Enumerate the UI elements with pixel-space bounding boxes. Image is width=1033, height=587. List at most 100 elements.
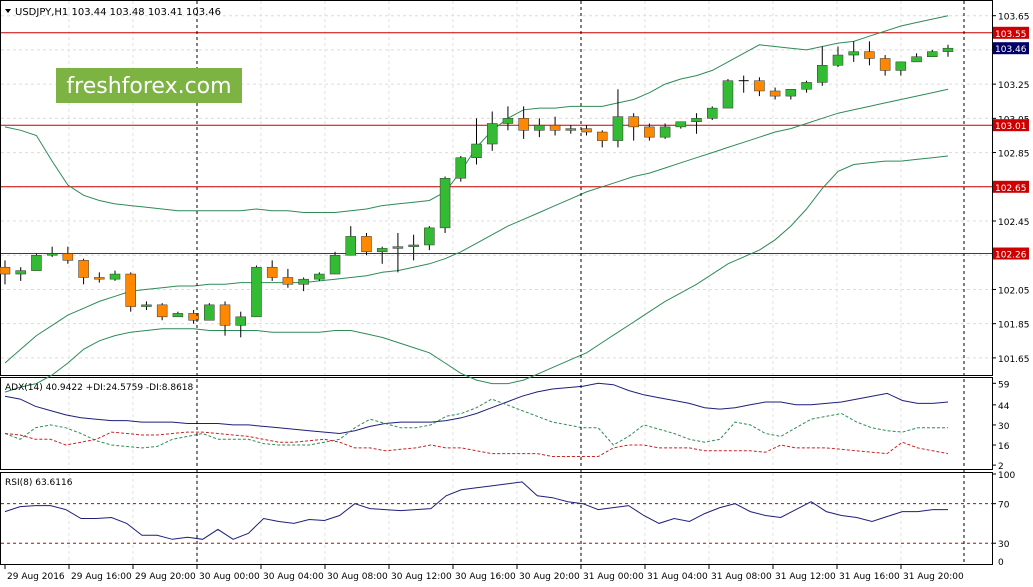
time-tick-label: 30 Aug 20:00 bbox=[519, 572, 580, 582]
adx-tick-label: 44 bbox=[998, 402, 1010, 412]
price-tick-label: 103.65 bbox=[998, 13, 1030, 23]
dropdown-triangle-icon[interactable] bbox=[5, 9, 11, 13]
candle-body bbox=[282, 277, 294, 285]
price-panel[interactable] bbox=[0, 0, 993, 376]
adx-lines bbox=[4, 382, 949, 457]
candle-body bbox=[156, 304, 168, 318]
candle-body bbox=[596, 131, 608, 141]
candle-body bbox=[314, 273, 325, 280]
level-label: 102.26 bbox=[995, 251, 1027, 261]
candle-body bbox=[659, 126, 671, 138]
adx-series-line bbox=[4, 398, 948, 449]
candle-body bbox=[628, 116, 639, 128]
candle-body bbox=[219, 304, 231, 326]
candle-body bbox=[942, 47, 954, 52]
adx-tick-label: 30 bbox=[998, 422, 1010, 432]
price-tick-label: 101.85 bbox=[998, 321, 1030, 331]
candle-body bbox=[345, 236, 357, 256]
candle-body bbox=[848, 51, 859, 56]
level-label: 103.01 bbox=[995, 122, 1027, 132]
candle-body bbox=[15, 270, 26, 275]
rsi-panel[interactable] bbox=[0, 472, 993, 565]
time-tick-label: 31 Aug 16:00 bbox=[839, 572, 900, 582]
candle-body bbox=[141, 304, 152, 307]
level-label-box bbox=[993, 119, 1029, 132]
adx-tick-label: 2 bbox=[998, 462, 1004, 472]
rsi-title: RSI(8) 63.6116 bbox=[5, 478, 73, 488]
candle-body bbox=[581, 128, 592, 133]
candle-body bbox=[376, 248, 388, 253]
candle-body bbox=[707, 107, 718, 119]
time-tick-label: 30 Aug 12:00 bbox=[391, 572, 452, 582]
candle-body bbox=[675, 121, 687, 128]
candle-body bbox=[62, 253, 74, 261]
adx-title: ADX(14) 40.9422 +DI:24.5759 -DI:8.8618 bbox=[5, 383, 194, 393]
candles bbox=[0, 41, 954, 338]
candle-body bbox=[361, 236, 372, 253]
candle-body bbox=[31, 254, 42, 271]
candle-body bbox=[801, 82, 812, 90]
candle-body bbox=[864, 51, 875, 59]
candle-body bbox=[455, 157, 467, 179]
candle-body bbox=[392, 246, 404, 249]
candle-body bbox=[518, 118, 529, 131]
candle-body bbox=[471, 143, 482, 158]
rsi-lines bbox=[1, 481, 992, 544]
candle-body bbox=[895, 61, 907, 71]
symbol-header: USDJPY,H1 103.44 103.48 103.41 103.46 bbox=[15, 7, 221, 18]
price-tick-label: 102.85 bbox=[998, 150, 1030, 160]
candle-body bbox=[644, 126, 655, 138]
time-axis: 29 Aug 2016 29 Aug 16:00 29 Aug 20:00 30 Au… bbox=[4, 565, 964, 582]
candle-body bbox=[266, 266, 278, 278]
candle-body bbox=[502, 118, 514, 124]
candle-body bbox=[125, 273, 136, 307]
bollinger-lower bbox=[4, 155, 949, 393]
level-label-box bbox=[993, 247, 1029, 260]
candle-body bbox=[0, 266, 11, 275]
candle-body bbox=[235, 316, 246, 326]
time-tick-label: 29 Aug 2016 bbox=[7, 572, 65, 582]
time-tick-label: 31 Aug 08:00 bbox=[711, 572, 772, 582]
rsi-line bbox=[4, 481, 948, 540]
rsi-tick-label: 100 bbox=[998, 471, 1015, 481]
watermark-box bbox=[56, 68, 242, 103]
time-tick-label: 31 Aug 00:00 bbox=[583, 572, 644, 582]
time-tick-label: 31 Aug 20:00 bbox=[903, 572, 964, 582]
time-tick-label: 30 Aug 16:00 bbox=[455, 572, 516, 582]
candle-body bbox=[172, 313, 184, 318]
time-tick-label: 29 Aug 16:00 bbox=[71, 572, 132, 582]
adx-series-line bbox=[4, 382, 949, 435]
adx-series-line bbox=[4, 431, 949, 457]
time-tick-label: 31 Aug 12:00 bbox=[775, 572, 836, 582]
candle-body bbox=[46, 253, 58, 256]
time-tick-label: 30 Aug 04:00 bbox=[263, 572, 324, 582]
price-tick-label: 103.25 bbox=[998, 81, 1030, 91]
candle-body bbox=[251, 266, 262, 318]
price-tick-label: 102.45 bbox=[998, 218, 1030, 228]
candle-body bbox=[439, 177, 451, 229]
candle-body bbox=[722, 80, 734, 109]
candle-body bbox=[298, 278, 309, 285]
candle-body bbox=[424, 227, 435, 246]
candle-body bbox=[754, 80, 765, 92]
time-tick-label: 30 Aug 00:00 bbox=[199, 572, 260, 582]
candle-body bbox=[832, 54, 844, 66]
period-separators bbox=[196, 1, 965, 564]
adx-panel[interactable] bbox=[0, 377, 993, 470]
current-price-box bbox=[993, 42, 1029, 55]
level-label-box bbox=[993, 26, 1029, 39]
time-tick-label: 30 Aug 08:00 bbox=[327, 572, 388, 582]
candle-body bbox=[785, 89, 797, 97]
rsi-tick-label: 70 bbox=[998, 501, 1010, 511]
candle-body bbox=[879, 58, 891, 71]
adx-tick-label: 59 bbox=[998, 380, 1010, 390]
price-axis: 103.65103.45103.25103.05102.85102.65102.… bbox=[992, 13, 1030, 568]
time-tick-label: 31 Aug 04:00 bbox=[647, 572, 708, 582]
candle-body bbox=[817, 65, 828, 83]
candle-body bbox=[534, 124, 545, 131]
horizontal-levels bbox=[1, 32, 992, 255]
watermark-text: freshforex.com bbox=[66, 74, 231, 99]
candle-body bbox=[329, 254, 341, 275]
current-price-label: 103.46 bbox=[995, 45, 1027, 55]
